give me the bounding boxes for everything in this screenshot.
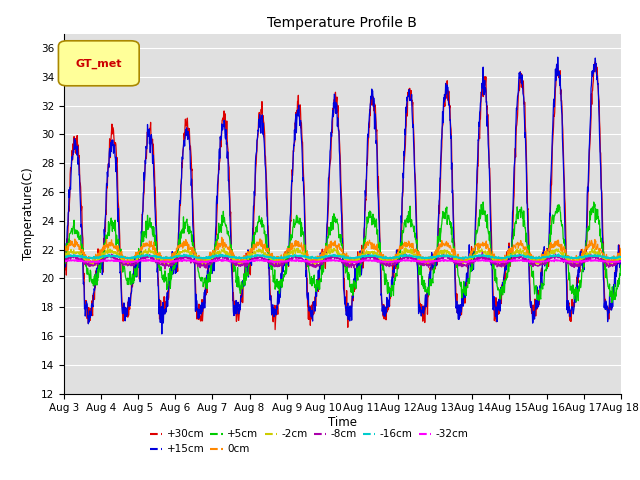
- +5cm: [479, 199, 487, 205]
- +30cm: [617, 263, 625, 269]
- +5cm: [292, 217, 300, 223]
- -2cm: [60, 253, 68, 259]
- -16cm: [278, 255, 286, 261]
- +15cm: [554, 54, 562, 60]
- -8cm: [292, 254, 300, 260]
- +5cm: [608, 300, 616, 305]
- +15cm: [184, 132, 191, 138]
- X-axis label: Time: Time: [328, 416, 357, 429]
- Line: +5cm: +5cm: [64, 202, 621, 302]
- -2cm: [568, 258, 575, 264]
- Line: 0cm: 0cm: [64, 237, 621, 266]
- -16cm: [520, 253, 527, 259]
- -8cm: [161, 266, 169, 272]
- -8cm: [617, 259, 625, 265]
- +30cm: [279, 268, 287, 274]
- +30cm: [60, 264, 68, 270]
- -2cm: [220, 245, 228, 251]
- +15cm: [617, 260, 625, 265]
- +5cm: [278, 278, 286, 284]
- -8cm: [60, 255, 68, 261]
- -16cm: [460, 256, 467, 262]
- -16cm: [292, 253, 300, 259]
- -2cm: [428, 258, 436, 264]
- +30cm: [271, 327, 279, 333]
- 0cm: [60, 253, 68, 259]
- 0cm: [87, 263, 95, 269]
- +15cm: [428, 256, 436, 262]
- +15cm: [158, 331, 166, 337]
- 0cm: [568, 259, 576, 264]
- -2cm: [520, 252, 527, 258]
- -16cm: [183, 252, 191, 258]
- -32cm: [60, 258, 68, 264]
- -16cm: [568, 254, 576, 260]
- +30cm: [591, 59, 599, 64]
- +15cm: [568, 304, 576, 310]
- -32cm: [351, 260, 358, 265]
- -32cm: [218, 257, 226, 263]
- Line: +30cm: +30cm: [64, 61, 621, 330]
- Line: +15cm: +15cm: [64, 57, 621, 334]
- 0cm: [293, 241, 301, 247]
- +5cm: [568, 291, 575, 297]
- -8cm: [428, 259, 436, 265]
- -8cm: [479, 249, 486, 255]
- 0cm: [429, 255, 436, 261]
- -32cm: [429, 259, 436, 264]
- +30cm: [183, 119, 191, 125]
- 0cm: [184, 242, 191, 248]
- -32cm: [279, 259, 287, 264]
- +15cm: [520, 95, 527, 101]
- -32cm: [617, 258, 625, 264]
- 0cm: [520, 244, 528, 250]
- -32cm: [292, 258, 300, 264]
- Title: Temperature Profile B: Temperature Profile B: [268, 16, 417, 30]
- Line: -16cm: -16cm: [64, 254, 621, 259]
- -2cm: [279, 259, 287, 264]
- +30cm: [428, 252, 436, 258]
- +5cm: [60, 256, 68, 262]
- -16cm: [428, 255, 436, 261]
- Line: -8cm: -8cm: [64, 252, 621, 269]
- +30cm: [568, 306, 575, 312]
- +5cm: [428, 276, 436, 282]
- -8cm: [184, 255, 191, 261]
- -8cm: [279, 259, 287, 265]
- +15cm: [279, 260, 287, 265]
- +30cm: [520, 95, 527, 101]
- -16cm: [555, 252, 563, 257]
- -8cm: [520, 255, 528, 261]
- +5cm: [617, 262, 625, 268]
- -16cm: [617, 254, 625, 260]
- -32cm: [568, 259, 576, 264]
- -2cm: [617, 254, 625, 260]
- -16cm: [60, 255, 68, 261]
- 0cm: [280, 255, 287, 261]
- +15cm: [60, 260, 68, 266]
- +30cm: [292, 117, 300, 123]
- -2cm: [292, 247, 300, 253]
- 0cm: [218, 234, 226, 240]
- -32cm: [520, 258, 528, 264]
- +5cm: [520, 208, 527, 214]
- +5cm: [183, 216, 191, 222]
- +15cm: [292, 130, 300, 136]
- Line: -32cm: -32cm: [64, 260, 621, 263]
- Text: GT_met: GT_met: [76, 59, 122, 69]
- Y-axis label: Temperature(C): Temperature(C): [22, 167, 35, 260]
- FancyBboxPatch shape: [58, 41, 139, 86]
- Line: -2cm: -2cm: [64, 248, 621, 266]
- -2cm: [183, 250, 191, 255]
- Legend: +30cm, +15cm, +5cm, 0cm, -2cm, -8cm, -16cm, -32cm: +30cm, +15cm, +5cm, 0cm, -2cm, -8cm, -16…: [146, 425, 472, 458]
- -8cm: [568, 261, 576, 267]
- -2cm: [605, 263, 613, 269]
- -32cm: [183, 258, 191, 264]
- 0cm: [617, 246, 625, 252]
